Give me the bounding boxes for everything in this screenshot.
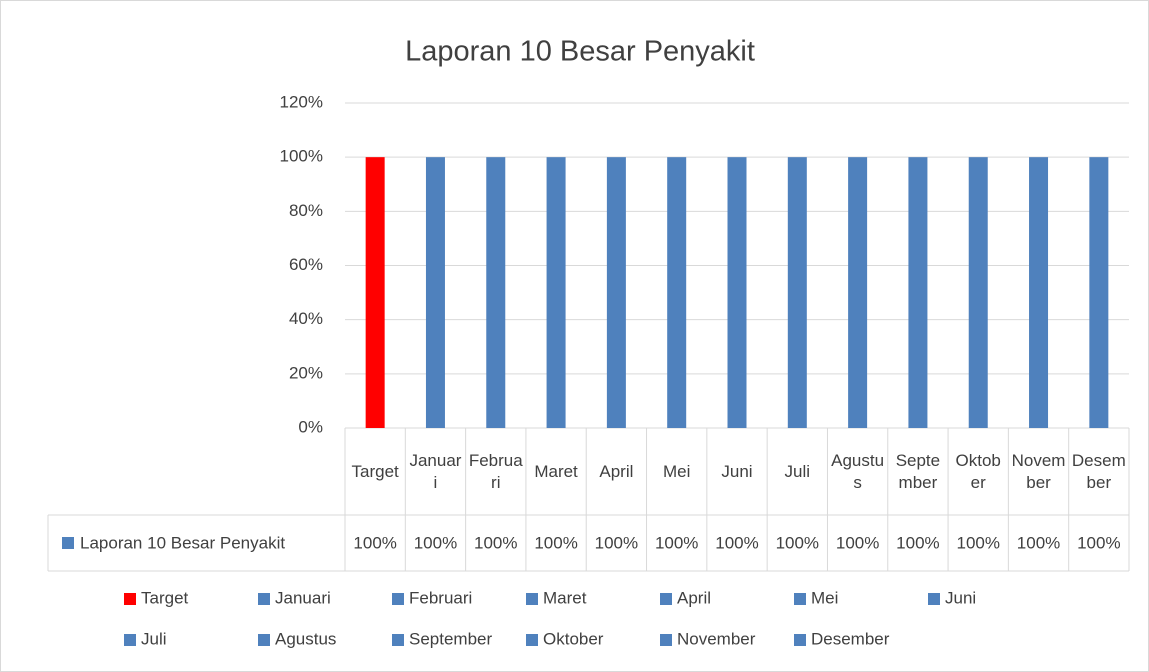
bar bbox=[1029, 157, 1049, 428]
legend-key bbox=[258, 593, 270, 605]
legend-key bbox=[660, 593, 672, 605]
data-label: 100% bbox=[655, 533, 698, 552]
bar bbox=[486, 157, 506, 428]
legend-key bbox=[526, 593, 538, 605]
bar bbox=[727, 157, 747, 428]
data-label: 100% bbox=[474, 533, 517, 552]
legend-key bbox=[794, 634, 806, 646]
data-label: 100% bbox=[776, 533, 819, 552]
x-tick-label: Juni bbox=[721, 461, 753, 481]
legend-label: Mei bbox=[811, 588, 838, 607]
bar bbox=[425, 157, 445, 428]
legend-label: Maret bbox=[543, 588, 587, 607]
legend-label: Agustus bbox=[275, 629, 336, 648]
bar bbox=[908, 157, 928, 428]
legend-key bbox=[124, 593, 136, 605]
bar bbox=[968, 157, 988, 428]
x-tick-label: November bbox=[1011, 450, 1066, 492]
legend-key bbox=[258, 634, 270, 646]
chart-title: Laporan 10 Besar Penyakit bbox=[405, 36, 755, 68]
bar bbox=[606, 157, 626, 428]
data-label: 100% bbox=[534, 533, 577, 552]
bar bbox=[848, 157, 868, 428]
legend-label: November bbox=[677, 629, 756, 648]
y-tick-label: 100% bbox=[280, 147, 323, 166]
legend-key bbox=[660, 634, 672, 646]
legend-label: Januari bbox=[275, 588, 331, 607]
legend-label: Juli bbox=[141, 629, 167, 648]
x-tick-label: Januari bbox=[409, 450, 462, 492]
data-label: 100% bbox=[836, 533, 879, 552]
y-tick-label: 20% bbox=[289, 363, 323, 382]
legend-label: Juni bbox=[945, 588, 976, 607]
data-label: 100% bbox=[353, 533, 396, 552]
bar bbox=[667, 157, 687, 428]
x-tick-label: Maret bbox=[534, 461, 578, 481]
x-tick-label: Agustus bbox=[831, 450, 885, 492]
data-label: 100% bbox=[956, 533, 999, 552]
legend-label: Target bbox=[141, 588, 189, 607]
legend-label: Februari bbox=[409, 588, 472, 607]
legend-label: April bbox=[677, 588, 711, 607]
x-tick-label: Target bbox=[351, 461, 399, 481]
legend-key bbox=[392, 634, 404, 646]
y-tick-label: 60% bbox=[289, 255, 323, 274]
series-name: Laporan 10 Besar Penyakit bbox=[80, 533, 285, 552]
legend-key bbox=[794, 593, 806, 605]
legend-key bbox=[928, 593, 940, 605]
legend-key bbox=[62, 537, 74, 549]
data-label: 100% bbox=[1077, 533, 1120, 552]
y-tick-label: 120% bbox=[280, 92, 323, 111]
x-tick-label: Desember bbox=[1071, 450, 1126, 492]
data-label: 100% bbox=[1017, 533, 1060, 552]
legend-key bbox=[392, 593, 404, 605]
bar bbox=[365, 157, 385, 428]
legend-key bbox=[526, 634, 538, 646]
x-tick-label: September bbox=[895, 450, 941, 492]
bar bbox=[546, 157, 566, 428]
y-tick-label: 80% bbox=[289, 201, 323, 220]
legend-label: Desember bbox=[811, 629, 890, 648]
bar bbox=[1089, 157, 1109, 428]
bar bbox=[787, 157, 807, 428]
data-label: 100% bbox=[595, 533, 638, 552]
y-tick-label: 0% bbox=[298, 417, 323, 436]
legend-label: Oktober bbox=[543, 629, 604, 648]
legend-key bbox=[124, 634, 136, 646]
data-label: 100% bbox=[896, 533, 939, 552]
x-tick-label: Februari bbox=[468, 450, 523, 492]
x-tick-label: Juli bbox=[784, 461, 811, 481]
data-label: 100% bbox=[715, 533, 758, 552]
data-label: 100% bbox=[414, 533, 457, 552]
y-tick-label: 40% bbox=[289, 309, 323, 328]
x-tick-label: Oktober bbox=[955, 450, 1001, 492]
legend-label: September bbox=[409, 629, 492, 648]
x-tick-label: Mei bbox=[662, 461, 691, 481]
x-tick-label: April bbox=[599, 461, 634, 481]
